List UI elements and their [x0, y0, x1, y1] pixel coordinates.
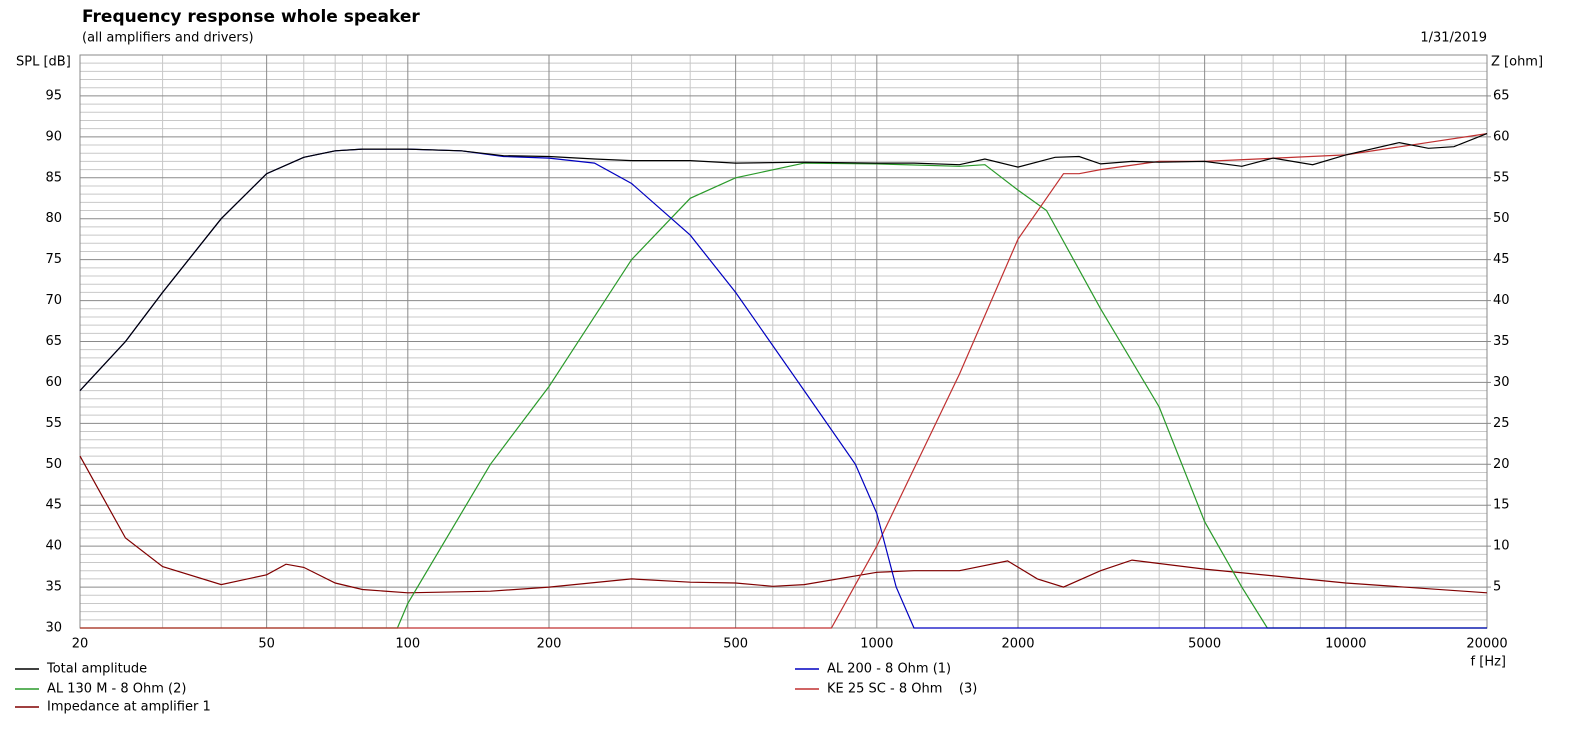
- y2-tick-label: 60: [1493, 129, 1510, 144]
- y2-tick-label: 45: [1493, 252, 1510, 267]
- y-tick-label: 35: [45, 580, 62, 595]
- y-tick-label: 80: [45, 211, 62, 226]
- x-axis-label: f [Hz]: [1471, 655, 1506, 670]
- y2-tick-label: 25: [1493, 416, 1510, 431]
- series-line: [80, 162, 1487, 629]
- y2-tick-label: 55: [1493, 170, 1510, 185]
- series-line: [79, 133, 1488, 392]
- y-tick-label: 45: [45, 498, 62, 513]
- y-tick-label: 30: [45, 621, 62, 636]
- y-tick-label: 40: [45, 539, 62, 554]
- y-axis-label: SPL [dB]: [16, 55, 71, 70]
- x-tick-label: 200: [537, 637, 562, 652]
- y2-tick-label: 10: [1493, 539, 1510, 554]
- series-line: [80, 133, 1488, 629]
- legend-label: Total amplitude: [46, 662, 147, 677]
- legend-label: AL 200 - 8 Ohm (1): [827, 662, 951, 677]
- y2-tick-label: 15: [1493, 498, 1510, 513]
- series-line: [79, 148, 1487, 629]
- x-tick-label: 2000: [1001, 637, 1034, 652]
- y2-tick-label: 50: [1493, 211, 1510, 226]
- y-tick-label: 70: [45, 293, 62, 308]
- x-tick-label: 5000: [1188, 637, 1221, 652]
- x-tick-label: 20000: [1466, 637, 1507, 652]
- x-tick-label: 100: [395, 637, 420, 652]
- y-tick-label: 65: [45, 334, 62, 349]
- chart-date: 1/31/2019: [1420, 31, 1487, 46]
- y-tick-label: 60: [45, 375, 62, 390]
- y2-tick-label: 40: [1493, 293, 1510, 308]
- y-tick-label: 90: [45, 129, 62, 144]
- y-tick-label: 50: [45, 457, 62, 472]
- y-tick-label: 95: [45, 88, 62, 103]
- legend-label: AL 130 M - 8 Ohm (2): [47, 682, 186, 697]
- x-tick-label: 50: [258, 637, 275, 652]
- x-tick-label: 20: [72, 637, 89, 652]
- x-tick-label: 500: [723, 637, 748, 652]
- y2-tick-label: 65: [1493, 88, 1510, 103]
- chart-title: Frequency response whole speaker: [82, 7, 420, 27]
- chart-subtitle: (all amplifiers and drivers): [82, 31, 254, 46]
- y2-tick-label: 30: [1493, 375, 1510, 390]
- y-tick-label: 75: [45, 252, 62, 267]
- legend-label: Impedance at amplifier 1: [47, 700, 211, 715]
- y2-tick-label: 35: [1493, 334, 1510, 349]
- y-tick-label: 85: [45, 170, 62, 185]
- y2-tick-label: 5: [1493, 580, 1501, 595]
- y2-tick-label: 20: [1493, 457, 1510, 472]
- legend-label: KE 25 SC - 8 Ohm (3): [827, 682, 977, 697]
- y-tick-label: 55: [45, 416, 62, 431]
- y2-axis-label: Z [ohm]: [1491, 55, 1543, 70]
- x-tick-label: 1000: [860, 637, 893, 652]
- series-line: [79, 455, 1488, 594]
- x-tick-label: 10000: [1325, 637, 1366, 652]
